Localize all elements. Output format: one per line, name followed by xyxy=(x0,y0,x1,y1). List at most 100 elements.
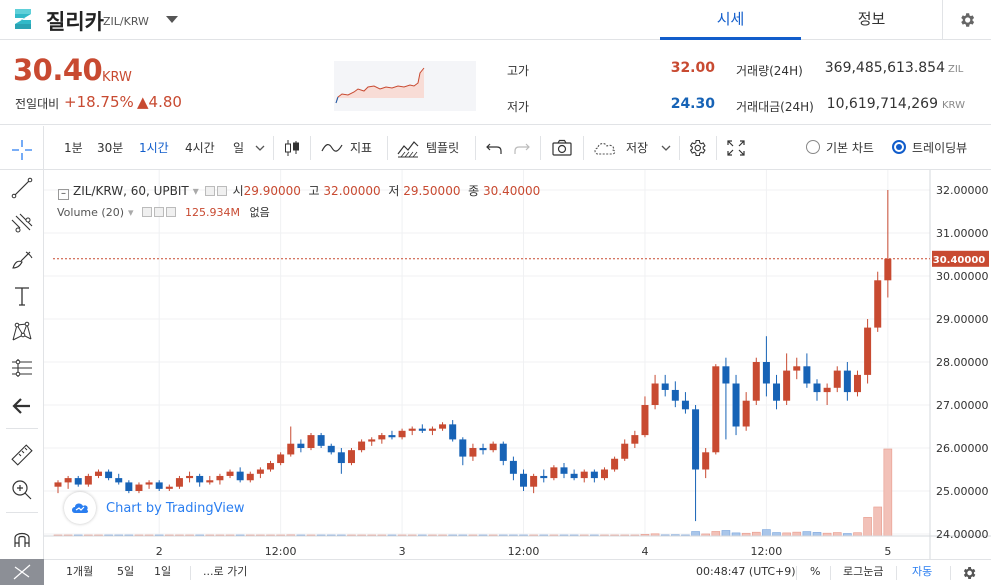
legend-eye-icon[interactable] xyxy=(204,186,215,196)
back-arrow-icon[interactable] xyxy=(10,394,34,418)
interval-day[interactable]: 일 xyxy=(233,141,245,155)
settings-button[interactable] xyxy=(942,0,991,40)
interval-30m[interactable]: 30분 xyxy=(97,141,124,155)
last-price-label: 30.40000 xyxy=(933,255,986,266)
range-1d[interactable]: 1일 xyxy=(154,565,172,578)
prediction-tool-icon[interactable] xyxy=(10,356,34,380)
candle xyxy=(327,443,335,455)
legend-high-label: 고 xyxy=(308,184,320,198)
candle xyxy=(94,469,102,479)
candle xyxy=(206,475,214,485)
legend-collapse-icon[interactable]: – xyxy=(58,189,69,200)
price-chart[interactable]: 32.00000 31.00000 30.00000 29.00000 28.00000… xyxy=(44,170,991,559)
candle xyxy=(884,190,892,298)
interval-chevron-down-icon[interactable] xyxy=(254,143,266,153)
eraser-icon xyxy=(13,564,31,580)
auto-scale-toggle[interactable]: 자동 xyxy=(912,565,933,578)
candle xyxy=(155,480,163,491)
fib-tool-icon[interactable] xyxy=(10,212,34,236)
ruler-icon[interactable] xyxy=(10,443,34,467)
candle xyxy=(671,381,679,408)
legend-open-label: 시 xyxy=(232,184,244,198)
candle xyxy=(550,465,558,481)
camera-icon[interactable] xyxy=(551,138,573,158)
y-tick-label: 24.00000 xyxy=(936,528,989,541)
range-5d[interactable]: 5일 xyxy=(117,565,135,578)
volume-close-icon[interactable] xyxy=(165,207,176,217)
candle xyxy=(499,441,507,466)
tradingview-branding[interactable]: Chart by TradingView xyxy=(64,491,244,525)
fullscreen-icon[interactable] xyxy=(725,138,747,158)
redo-icon[interactable] xyxy=(510,138,532,158)
x-tick-label: 2 xyxy=(156,545,163,558)
basic-chart-option[interactable]: 기본 차트 xyxy=(806,126,874,170)
percent-scale-toggle[interactable]: % xyxy=(810,565,821,578)
candle-type-icon[interactable] xyxy=(281,138,303,158)
tradingview-radio[interactable] xyxy=(892,140,906,154)
brush-icon[interactable] xyxy=(10,248,34,272)
candle xyxy=(874,271,882,332)
y-tick-label: 26.00000 xyxy=(936,442,989,455)
change-percent: +18.75% xyxy=(64,93,134,111)
candle xyxy=(105,469,113,481)
magnet-icon[interactable] xyxy=(10,527,34,551)
y-tick-label: 27.00000 xyxy=(936,399,989,412)
legend-high-value: 32.00000 xyxy=(323,184,381,198)
save-chevron-down-icon[interactable] xyxy=(660,143,672,153)
volume-bar xyxy=(762,529,771,537)
high-price-label: 고가 xyxy=(507,64,530,78)
candle xyxy=(388,430,396,440)
chart-settings-gear-icon[interactable] xyxy=(686,138,708,158)
mini-price-chart xyxy=(334,61,476,111)
indicators-button[interactable]: 지표 xyxy=(350,141,373,155)
interval-1h[interactable]: 1시간 xyxy=(139,141,169,155)
volume-24h-label: 거래량(24H) xyxy=(736,64,803,78)
tab-price[interactable]: 시세 xyxy=(660,0,801,40)
hide-drawings-cell[interactable] xyxy=(0,559,44,585)
tradingview-option[interactable]: 트레이딩뷰 xyxy=(892,126,967,170)
undo-icon[interactable] xyxy=(484,138,506,158)
candle xyxy=(762,336,770,397)
indicators-icon[interactable] xyxy=(320,138,344,158)
candle xyxy=(337,448,345,474)
legend-settings-icon[interactable] xyxy=(216,186,227,196)
candle xyxy=(580,469,588,483)
cloud-save-icon[interactable] xyxy=(592,138,618,158)
range-1m[interactable]: 1개월 xyxy=(66,565,94,578)
log-scale-toggle[interactable]: 로그눈금 xyxy=(843,565,884,578)
price-summary: 30.40 KRW 전일대비 +18.75% ▲4.80 고가 32.00 저가… xyxy=(0,41,991,125)
amount-24h-label: 거래대금(24H) xyxy=(736,100,814,114)
tab-info[interactable]: 정보 xyxy=(857,10,886,28)
x-tick-label: 12:00 xyxy=(508,545,540,558)
candle xyxy=(449,420,457,442)
candle xyxy=(398,428,406,440)
interval-4h[interactable]: 4시간 xyxy=(185,141,215,155)
candle xyxy=(226,469,234,479)
candle xyxy=(732,374,740,436)
volume-settings-icon[interactable] xyxy=(153,207,164,217)
volume-bar xyxy=(772,532,781,537)
pattern-tool-icon[interactable] xyxy=(10,320,34,344)
save-button[interactable]: 저장 xyxy=(626,141,649,155)
text-tool-icon[interactable] xyxy=(10,284,34,308)
bottom-bar: 1개월 5일 1일 ...로 가기 00:48:47 (UTC+9) % 로그눈… xyxy=(44,559,991,585)
candle xyxy=(418,424,426,433)
x-tick-label: 5 xyxy=(884,545,891,558)
zoom-in-icon[interactable] xyxy=(10,478,34,502)
templates-icon[interactable] xyxy=(396,138,420,158)
legend-symbol: ZIL/KRW, 60, UPBIT xyxy=(73,184,189,198)
interval-1m[interactable]: 1분 xyxy=(64,141,83,155)
goto-date-button[interactable]: ...로 가기 xyxy=(203,565,248,578)
basic-chart-radio[interactable] xyxy=(806,140,820,154)
candle xyxy=(74,475,82,487)
legend-close-label: 종 xyxy=(468,184,480,198)
coin-select-chevron-down-icon[interactable] xyxy=(166,16,178,23)
volume-eye-icon[interactable] xyxy=(141,207,152,217)
crosshair-icon[interactable] xyxy=(11,139,33,161)
x-tick-label: 12:00 xyxy=(751,545,783,558)
clock-timezone[interactable]: 00:48:47 (UTC+9) xyxy=(696,565,796,578)
candle xyxy=(752,357,760,405)
bottom-settings-gear-icon[interactable] xyxy=(961,565,977,581)
templates-button[interactable]: 템플릿 xyxy=(426,141,460,155)
trend-line-icon[interactable] xyxy=(10,176,34,200)
